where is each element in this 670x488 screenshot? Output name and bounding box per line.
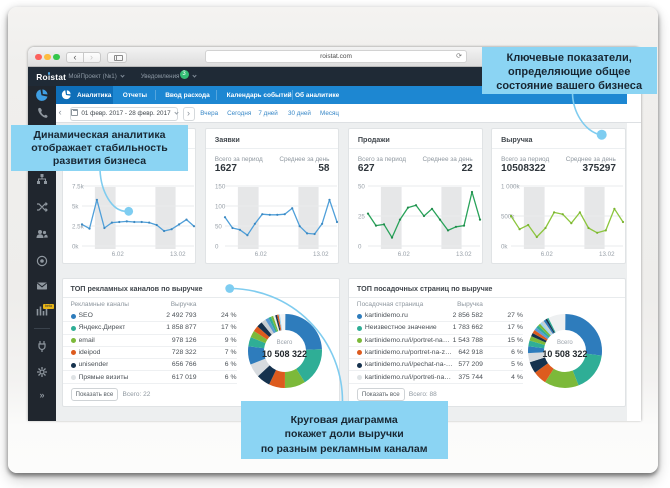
svg-text:2.5k: 2.5k xyxy=(71,223,84,230)
svg-text:25: 25 xyxy=(358,213,365,220)
svg-text:6.02: 6.02 xyxy=(254,251,267,258)
svg-text:7.5k: 7.5k xyxy=(71,184,84,191)
svg-text:50: 50 xyxy=(358,184,365,191)
svg-text:50: 50 xyxy=(215,223,222,230)
svg-text:150: 150 xyxy=(215,184,226,191)
svg-text:13.02: 13.02 xyxy=(170,251,186,258)
svg-text:6.02: 6.02 xyxy=(398,251,411,258)
svg-text:6.02: 6.02 xyxy=(541,251,554,258)
svg-text:0: 0 xyxy=(215,243,219,250)
svg-text:100: 100 xyxy=(215,204,226,211)
svg-text:0: 0 xyxy=(358,243,362,250)
svg-text:6.02: 6.02 xyxy=(111,251,124,258)
svg-text:0k: 0k xyxy=(501,243,508,250)
svg-text:13.02: 13.02 xyxy=(456,251,472,258)
svg-text:13.02: 13.02 xyxy=(599,251,615,258)
svg-text:500k: 500k xyxy=(501,213,515,220)
svg-text:13.02: 13.02 xyxy=(313,251,329,258)
svg-text:1 000k: 1 000k xyxy=(501,184,520,191)
svg-text:0k: 0k xyxy=(71,243,78,250)
svg-text:5k: 5k xyxy=(71,204,78,211)
